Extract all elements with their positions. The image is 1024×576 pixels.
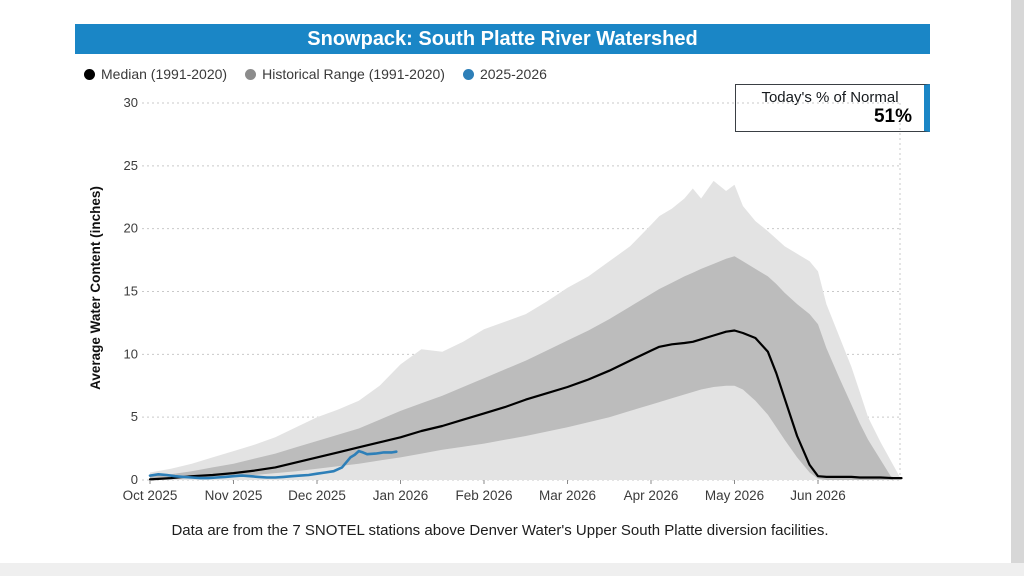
svg-text:Apr 2026: Apr 2026: [624, 488, 679, 503]
svg-text:10: 10: [124, 346, 138, 361]
legend-item-current-year: 2025-2026: [462, 66, 547, 82]
window-edge-bottom: [0, 563, 1024, 576]
legend-item-historical-range: Historical Range (1991-2020): [245, 66, 445, 82]
svg-text:Nov 2025: Nov 2025: [205, 488, 263, 503]
svg-text:20: 20: [124, 221, 138, 236]
current-year-legend-dot-icon: [462, 68, 474, 80]
window-edge-right: [1011, 0, 1024, 576]
legend-item-median: Median (1991-2020): [84, 66, 227, 82]
percent-of-normal-label: Today's % of Normal: [761, 88, 899, 106]
svg-text:Oct 2025: Oct 2025: [123, 488, 178, 503]
svg-text:Dec 2025: Dec 2025: [288, 488, 346, 503]
data-source-note: Data are from the 7 SNOTEL stations abov…: [171, 522, 829, 539]
svg-text:15: 15: [124, 284, 138, 299]
percent-of-normal-value: 51%: [873, 105, 912, 127]
svg-text:25: 25: [124, 158, 138, 173]
percent-of-normal-callout: Today's % of Normal 51%: [735, 84, 930, 132]
median-legend-dot-icon: [84, 68, 95, 80]
svg-text:5: 5: [131, 409, 138, 424]
svg-text:0: 0: [131, 472, 138, 487]
legend-item-label: Historical Range (1991-2020): [262, 66, 445, 82]
y-axis-title: Average Water Content (inches): [88, 186, 103, 390]
historical-range-legend-dot-icon: [245, 68, 257, 80]
snowpack-chart-plot: Oct 2025 Nov 2025 Dec 2025 Jan 2026 Feb 2026…: [123, 95, 903, 503]
svg-text:May 2026: May 2026: [705, 488, 764, 503]
svg-text:Mar 2026: Mar 2026: [539, 488, 596, 503]
svg-text:Jan 2026: Jan 2026: [373, 488, 429, 503]
svg-text:Feb 2026: Feb 2026: [455, 488, 512, 503]
page-title: Snowpack: South Platte River Watershed: [307, 27, 698, 50]
legend-item-label: Median (1991-2020): [101, 66, 228, 82]
chart-title-bar: Snowpack: South Platte River Watershed: [75, 24, 930, 54]
snowpack-chart: Oct 2025 Nov 2025 Dec 2025 Jan 2026 Feb 2026…: [105, 90, 925, 505]
chart-legend: Median (1991-2020) Historical Range (199…: [84, 66, 547, 82]
svg-text:Jun 2026: Jun 2026: [790, 488, 846, 503]
legend-item-label: 2025-2026: [479, 66, 547, 82]
svg-text:30: 30: [124, 95, 138, 110]
